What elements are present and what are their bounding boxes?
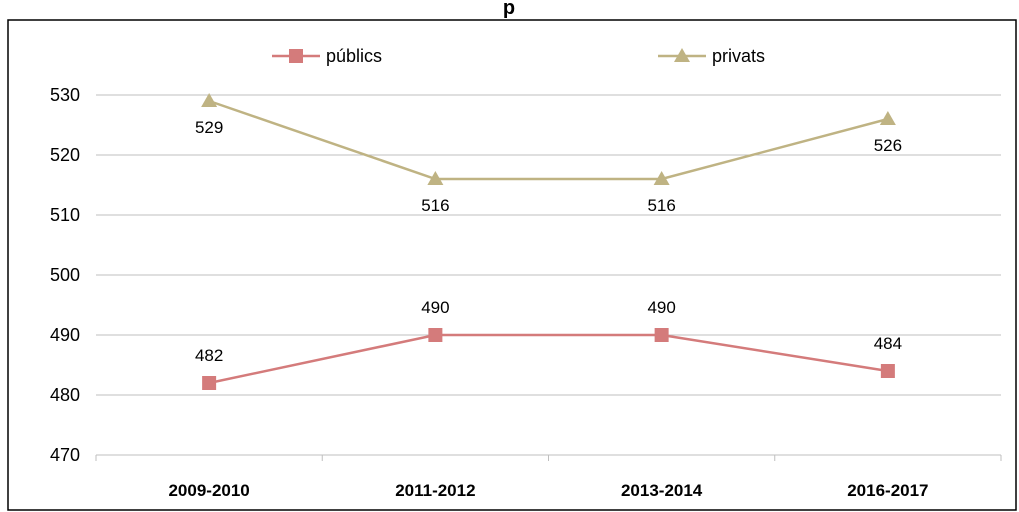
y-tick-label-490: 490 bbox=[50, 325, 80, 345]
data-label-privats-1: 516 bbox=[421, 196, 449, 215]
series-line-privats bbox=[208, 99, 889, 181]
legend-label-privats: privats bbox=[712, 46, 765, 66]
legend-item-privats: privats bbox=[658, 46, 765, 66]
data-label-publics-0: 482 bbox=[195, 346, 223, 365]
data-label-privats-2: 516 bbox=[647, 196, 675, 215]
data-point-privats-2 bbox=[653, 171, 670, 185]
data-label-publics-3: 484 bbox=[874, 334, 902, 353]
y-tick-label-480: 480 bbox=[50, 385, 80, 405]
y-tick-label-520: 520 bbox=[50, 145, 80, 165]
chart-border bbox=[7, 19, 1017, 511]
data-point-privats-0 bbox=[201, 93, 218, 107]
y-tick-label-510: 510 bbox=[50, 205, 80, 225]
data-point-publics-1 bbox=[428, 328, 443, 342]
legend-label-publics: públics bbox=[326, 46, 382, 66]
legend-marker-publics bbox=[289, 49, 303, 63]
data-label-privats-3: 526 bbox=[874, 136, 902, 155]
x-tick-label-2011-2012: 2011-2012 bbox=[395, 481, 475, 500]
data-label-publics-1: 490 bbox=[421, 298, 449, 317]
data-label-publics-2: 490 bbox=[647, 298, 675, 317]
series-publics: 482 490 490 484 bbox=[195, 298, 902, 390]
data-point-publics-2 bbox=[654, 328, 669, 342]
data-point-privats-1 bbox=[427, 171, 444, 185]
series-line-publics bbox=[208, 333, 889, 385]
x-tick-label-2009-2010: 2009-2010 bbox=[168, 481, 249, 500]
legend-item-publics: públics bbox=[272, 46, 382, 66]
x-tick-label-2016-2017: 2016-2017 bbox=[847, 481, 928, 500]
y-tick-label-530: 530 bbox=[50, 85, 80, 105]
data-point-publics-0 bbox=[202, 376, 217, 390]
series-privats: 529 516 516 526 bbox=[195, 93, 902, 215]
y-tick-label-470: 470 bbox=[50, 445, 80, 465]
legend-marker-privats bbox=[674, 48, 690, 62]
data-label-privats-0: 529 bbox=[195, 118, 223, 137]
data-point-publics-3 bbox=[880, 364, 895, 378]
y-tick-label-500: 500 bbox=[50, 265, 80, 285]
chart-title: p bbox=[503, 0, 515, 19]
data-point-privats-3 bbox=[879, 111, 896, 125]
x-tick-label-2013-2014: 2013-2014 bbox=[621, 481, 703, 500]
